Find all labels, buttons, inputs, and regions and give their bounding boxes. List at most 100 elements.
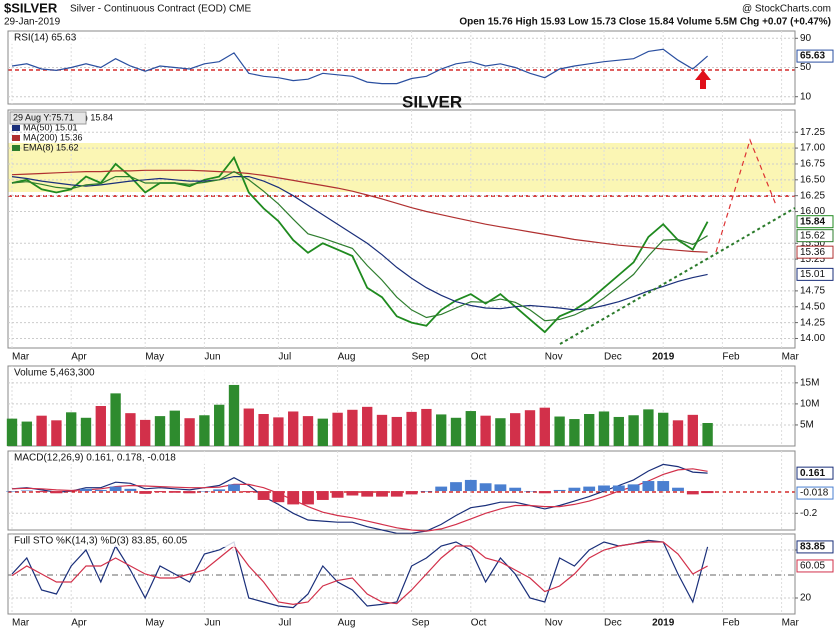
- panel-title: MACD(12,26,9) 0.161, 0.178, -0.018: [14, 453, 176, 464]
- histogram-bar: [109, 486, 122, 492]
- histogram-bar: [35, 491, 48, 493]
- instrument-name: Silver - Continuous Contract (EOD) CME: [70, 4, 251, 15]
- y-tick-label: 17.25: [800, 127, 825, 138]
- histogram-bar: [272, 491, 285, 503]
- y-tick-label: 14.00: [800, 333, 825, 344]
- histogram-bar: [242, 491, 255, 493]
- histogram-bar: [183, 491, 196, 494]
- volume-bar: [36, 415, 47, 446]
- volume-bar: [6, 418, 18, 446]
- x-tick-label: Nov: [545, 352, 563, 363]
- x-tick-label: Aug: [338, 352, 356, 363]
- volume-bar: [436, 414, 447, 446]
- value-tag-box: [796, 245, 834, 259]
- series-line: [11, 176, 708, 311]
- value-tag-box: [796, 229, 834, 243]
- volume-bar: [184, 418, 195, 446]
- series-line: [11, 48, 708, 85]
- volume-bar: [288, 411, 299, 446]
- volume-bar: [169, 410, 180, 446]
- volume-bar: [347, 409, 358, 446]
- histogram-bar: [642, 481, 655, 492]
- series-line: [11, 170, 708, 322]
- volume-bar: [243, 408, 254, 446]
- histogram-bar: [361, 491, 374, 497]
- series-line: [11, 463, 708, 534]
- histogram-bar: [612, 485, 625, 492]
- series-line: [11, 539, 709, 609]
- volume-bar: [510, 413, 521, 446]
- value-tag-box: [796, 466, 834, 480]
- volume-bar: [95, 406, 106, 446]
- histogram-bar: [6, 491, 18, 492]
- brand: @ StockCharts.com: [742, 4, 831, 15]
- panel-frame: [7, 109, 796, 349]
- histogram-bar: [316, 491, 329, 500]
- histogram-bar: [228, 484, 240, 492]
- legend-label: MA(200) 15.36: [23, 132, 83, 142]
- volume-bar: [658, 412, 669, 446]
- volume-bar: [80, 417, 92, 446]
- volume-bar: [702, 422, 713, 446]
- resistance-band: [8, 143, 795, 192]
- volume-bar: [228, 384, 240, 446]
- x-tick-label: May: [145, 618, 164, 629]
- title-box: [9, 367, 299, 379]
- volume-bar: [317, 418, 328, 446]
- value-tag-box: [796, 540, 834, 554]
- volume-bar: [643, 409, 654, 446]
- x-tick-label: Apr: [71, 618, 87, 629]
- volume-bar: [539, 407, 550, 446]
- x-tick-label: Aug: [338, 618, 356, 629]
- value-tag-box: [796, 49, 834, 63]
- y-tick-label: 90: [800, 33, 812, 44]
- quote: Open 15.76 High 15.93 Low 15.73 Close 15…: [459, 17, 831, 28]
- panel-title: Volume 5,463,300: [14, 368, 95, 379]
- y-tick-label: 14.25: [800, 317, 825, 328]
- volume-bar: [524, 410, 536, 446]
- histogram-bar: [598, 485, 610, 492]
- title-box: [9, 535, 299, 547]
- histogram-bar: [94, 489, 107, 492]
- histogram-bar: [538, 491, 551, 494]
- histogram-bar: [553, 489, 566, 492]
- volume-bar: [51, 420, 62, 446]
- histogram-bar: [627, 484, 640, 492]
- value-tag-box: [796, 559, 834, 573]
- x-tick-label: Mar: [782, 618, 800, 629]
- tooltip: 29 Aug Y:75.71: [13, 112, 74, 122]
- volume-bar: [421, 408, 432, 446]
- x-tick-label: Jul: [278, 352, 291, 363]
- x-tick-label: Oct: [471, 352, 487, 363]
- value-tag: 65.63: [800, 51, 825, 62]
- histogram-bar: [346, 491, 359, 496]
- x-tick-label: 2019: [652, 618, 675, 629]
- y-tick-label: 15.50: [800, 238, 825, 249]
- histogram-bar: [65, 491, 78, 492]
- value-tag: 15.62: [800, 230, 825, 241]
- volume-bar: [273, 417, 284, 446]
- volume-bar: [584, 414, 595, 446]
- y-tick-label: 16.50: [800, 174, 825, 185]
- legend-label: MA(50) 15.01: [23, 122, 78, 132]
- value-tag-box: [796, 267, 834, 281]
- volume-bar: [199, 415, 210, 446]
- x-tick-label: 2019: [652, 352, 675, 363]
- volume-bar: [672, 420, 684, 446]
- histogram-bar: [80, 488, 92, 492]
- histogram-bar: [672, 487, 684, 492]
- volume-bar: [495, 418, 506, 446]
- x-tick-label: Dec: [604, 352, 622, 363]
- histogram-bar: [524, 491, 536, 492]
- value-tag: 15.36: [800, 247, 825, 258]
- volume-bar: [569, 419, 580, 446]
- histogram-bar: [168, 491, 181, 493]
- legend-swatch: [12, 145, 20, 151]
- title-box: [9, 452, 299, 464]
- series-line: [11, 169, 708, 253]
- histogram-bar: [583, 486, 596, 492]
- x-tick-label: Sep: [412, 352, 430, 363]
- histogram-bar: [20, 490, 33, 492]
- volume-bar: [687, 414, 698, 446]
- histogram-bar: [568, 487, 581, 492]
